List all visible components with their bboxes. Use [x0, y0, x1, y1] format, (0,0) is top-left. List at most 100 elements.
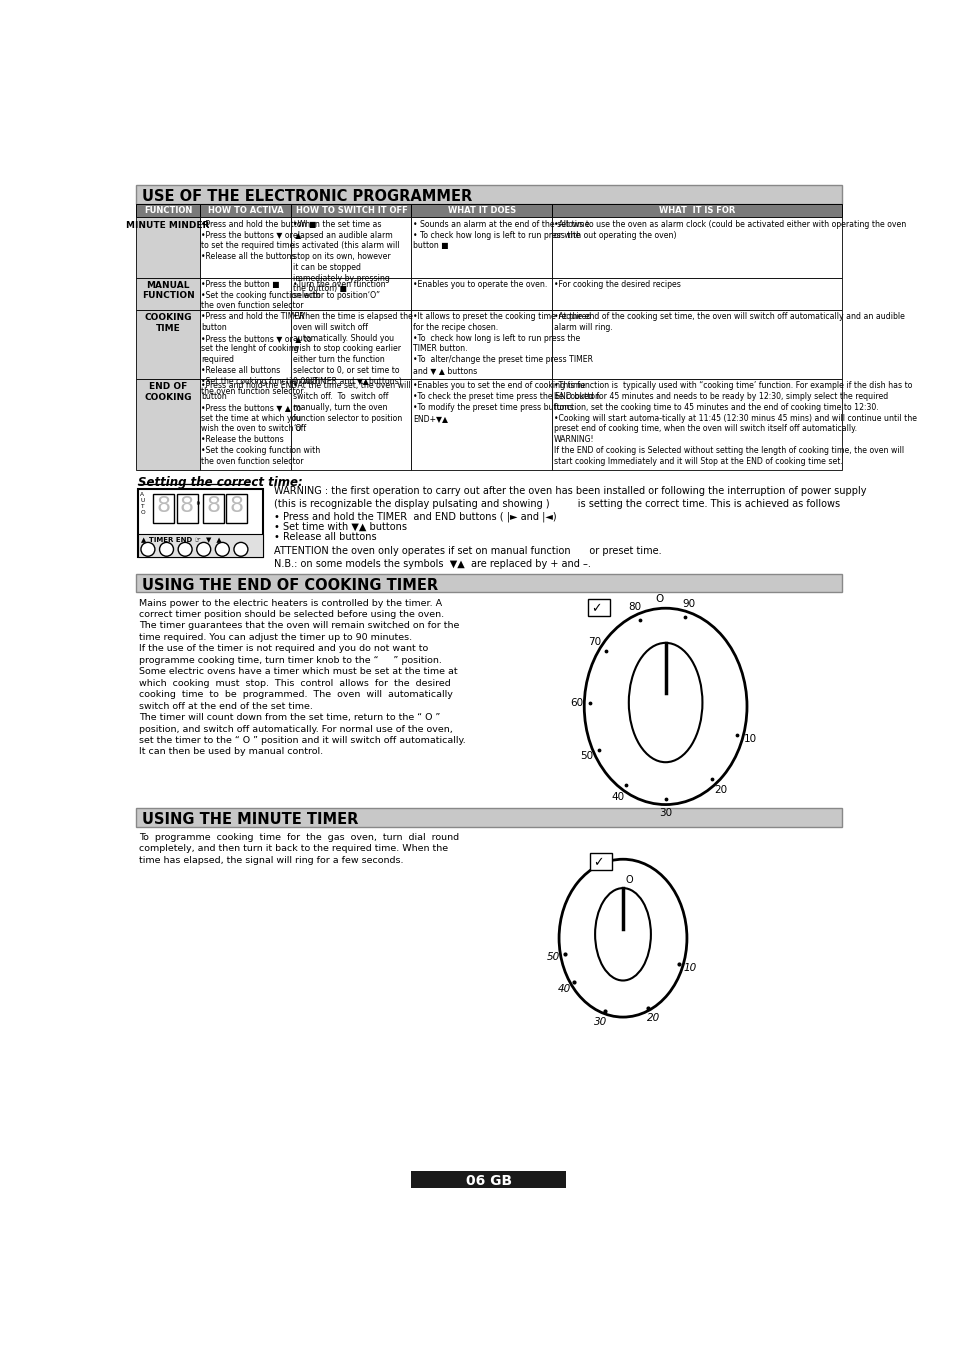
Text: °: °	[195, 501, 200, 512]
Text: USING THE END OF COOKING TIMER: USING THE END OF COOKING TIMER	[142, 578, 438, 593]
Text: •It allows to preset the cooking time required
for the recipe chosen.
•To  check: •It allows to preset the cooking time re…	[413, 312, 592, 375]
Text: 60: 60	[569, 698, 582, 707]
Bar	[552, 204, 841, 217]
Bar	[590, 853, 612, 871]
Text: WHAT IT DOES: WHAT IT DOES	[447, 207, 516, 215]
Text: 30: 30	[594, 1018, 607, 1027]
Text: •This function is  typically used with “cooking time’ function. For example if t: •This function is typically used with “c…	[554, 382, 916, 466]
Bar	[292, 278, 411, 310]
Text: •Enables you to set the end of cooking time
•To check the preset time press the : •Enables you to set the end of cooking t…	[413, 382, 599, 423]
Text: HOW TO SWITCH IT OFF: HOW TO SWITCH IT OFF	[295, 207, 407, 215]
Text: MINUTE MINDER: MINUTE MINDER	[126, 220, 210, 230]
Bar	[226, 494, 247, 524]
Ellipse shape	[628, 643, 701, 763]
Text: USE OF THE ELECTRONIC PROGRAMMER: USE OF THE ELECTRONIC PROGRAMMER	[142, 189, 473, 204]
Bar	[552, 217, 841, 278]
Text: 50: 50	[546, 952, 559, 961]
Circle shape	[159, 543, 173, 556]
Text: •For cooking the desired recipes: •For cooking the desired recipes	[554, 279, 680, 289]
Bar	[199, 204, 292, 217]
Text: 40: 40	[558, 984, 571, 994]
Bar	[136, 185, 841, 204]
Text: •At the end of the cooking set time, the oven will switch off automatically and : •At the end of the cooking set time, the…	[554, 312, 903, 332]
Bar	[411, 379, 552, 470]
Bar	[199, 310, 292, 379]
Text: O: O	[625, 875, 633, 884]
Bar	[137, 489, 263, 558]
Bar	[136, 809, 841, 826]
Text: 70: 70	[587, 637, 600, 648]
Bar	[292, 217, 411, 278]
Text: 20: 20	[713, 786, 726, 795]
Text: •When the set time as
elapsed an audible alarm
is activated (this alarm will
sto: •When the set time as elapsed an audible…	[293, 220, 399, 293]
Bar	[587, 598, 609, 616]
Bar	[292, 379, 411, 470]
Ellipse shape	[558, 859, 686, 1017]
Text: Setting the correct time:: Setting the correct time:	[137, 477, 302, 489]
Text: ▲ TIMER END ☞  ▼  ▲: ▲ TIMER END ☞ ▼ ▲	[141, 536, 221, 543]
Bar	[292, 310, 411, 379]
Bar	[552, 278, 841, 310]
Bar	[137, 533, 263, 558]
Text: •Enables you to operate the oven.: •Enables you to operate the oven.	[413, 279, 547, 289]
Text: • Press and hold the TIMER  and END buttons ( |► and |◄): • Press and hold the TIMER and END butto…	[274, 512, 557, 522]
Text: To  programme  cooking  time  for  the  gas  oven,  turn  dial  round
completely: To programme cooking time for the gas ov…	[139, 833, 459, 864]
Text: 8: 8	[230, 497, 243, 516]
Bar	[203, 494, 224, 524]
Bar	[136, 204, 199, 217]
Text: 8: 8	[206, 497, 220, 516]
Text: 10: 10	[682, 964, 696, 973]
Bar	[153, 494, 174, 524]
Text: •At the time set, the oven will
switch off.  To  switch off
manually, turn the o: •At the time set, the oven will switch o…	[293, 382, 411, 433]
Text: •Press the button ■
•Set the cooking function with
the oven function selector: •Press the button ■ •Set the cooking fun…	[201, 279, 320, 310]
Bar	[411, 278, 552, 310]
Text: 80: 80	[628, 602, 641, 612]
Ellipse shape	[595, 888, 650, 980]
Bar	[411, 310, 552, 379]
Bar	[136, 217, 199, 278]
Bar	[136, 310, 199, 379]
Bar	[552, 379, 841, 470]
Text: COOKING
TIME: COOKING TIME	[144, 313, 192, 332]
Text: 30: 30	[659, 807, 672, 818]
Text: 50: 50	[579, 752, 593, 761]
Bar	[411, 1170, 566, 1188]
Text: • Release all buttons: • Release all buttons	[274, 532, 376, 541]
Bar	[552, 310, 841, 379]
Text: 90: 90	[681, 599, 695, 609]
Text: 8: 8	[180, 497, 193, 516]
Text: END OF
COOKING: END OF COOKING	[144, 382, 192, 402]
Bar	[136, 574, 841, 593]
Text: • Sounds an alarm at the end of the set time.
• To check how long is left to run: • Sounds an alarm at the end of the set …	[413, 220, 591, 250]
Text: 40: 40	[611, 791, 624, 802]
Bar	[199, 379, 292, 470]
Circle shape	[233, 543, 248, 556]
Text: WARNING : the first operation to carry out after the oven has been installed or : WARNING : the first operation to carry o…	[274, 486, 866, 509]
Text: O: O	[655, 594, 663, 603]
Text: 20: 20	[646, 1014, 659, 1023]
Bar	[176, 494, 197, 524]
Circle shape	[141, 543, 154, 556]
Text: ATTENTION the oven only operates if set on manual function      or preset time.
: ATTENTION the oven only operates if set …	[274, 547, 661, 568]
Bar	[292, 204, 411, 217]
Text: A
U
T
O: A U T O	[140, 491, 145, 514]
Text: •Press and hold the button ■
•Press the buttons ▼ or ▲
to set the required time
: •Press and hold the button ■ •Press the …	[201, 220, 316, 261]
Text: 8: 8	[156, 497, 171, 516]
Bar	[199, 217, 292, 278]
Text: Mains power to the electric heaters is controlled by the timer. A
correct timer : Mains power to the electric heaters is c…	[139, 598, 466, 756]
Text: HOW TO ACTIVA: HOW TO ACTIVA	[208, 207, 283, 215]
Text: •When the time is elapsed the
oven will switch off
automatically. Should you
wis: •When the time is elapsed the oven will …	[293, 312, 413, 386]
Text: USING THE MINUTE TIMER: USING THE MINUTE TIMER	[142, 811, 358, 828]
Text: •Turn the oven function
selector to position‘O”: •Turn the oven function selector to posi…	[293, 279, 385, 300]
Text: •Allows to use the oven as alarm clock (could be activated either with operating: •Allows to use the oven as alarm clock (…	[554, 220, 905, 239]
Text: FUNCTION: FUNCTION	[144, 207, 192, 215]
Text: • Set time with ▼▲ buttons: • Set time with ▼▲ buttons	[274, 521, 407, 532]
Text: 06 GB: 06 GB	[465, 1173, 512, 1188]
Circle shape	[178, 543, 192, 556]
Text: ✓: ✓	[593, 856, 603, 869]
Circle shape	[196, 543, 211, 556]
Ellipse shape	[583, 609, 746, 805]
Circle shape	[215, 543, 229, 556]
Bar	[136, 278, 199, 310]
Text: 10: 10	[743, 734, 756, 744]
